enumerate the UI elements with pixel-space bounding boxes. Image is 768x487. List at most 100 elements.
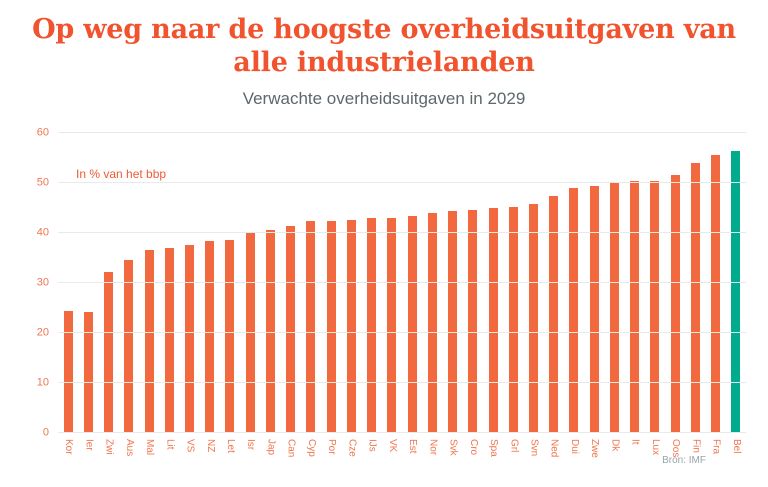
bar-NZ xyxy=(205,240,215,433)
x-tick-label: Dk xyxy=(609,438,621,452)
bar-chart: In % van het bbp Kor Ier Zwi Aus Mal Lit VS NZ L… xyxy=(37,127,746,466)
bar-column: Dk xyxy=(604,133,624,451)
x-tick-label: Kor xyxy=(63,438,75,455)
gridline xyxy=(58,281,746,283)
x-tick-label: Por xyxy=(326,438,338,455)
x-tick-label: Ned xyxy=(548,438,560,458)
bar-Oos xyxy=(670,175,680,433)
bar-Cyp xyxy=(306,220,316,433)
bar-column: Can xyxy=(281,133,301,457)
bar-Ier xyxy=(83,311,93,433)
x-tick-label: Lit xyxy=(164,438,176,450)
bar-column: Isr xyxy=(240,133,260,450)
x-tick-label: Bel xyxy=(730,438,742,454)
x-tick-label: VK xyxy=(386,438,398,453)
bar-column: Lux xyxy=(645,133,665,455)
bar-column: Lit xyxy=(159,133,179,449)
x-tick-label: Aus xyxy=(123,438,135,457)
x-tick-label: Mal xyxy=(144,438,156,455)
x-tick-label: Cro xyxy=(467,438,479,455)
x-tick-label: Svk xyxy=(447,438,459,456)
bar-Fin xyxy=(690,163,700,433)
y-tick-label: 0 xyxy=(42,426,49,439)
bar-column: Aus xyxy=(119,133,139,456)
x-tick-label: Grl xyxy=(508,438,520,453)
bar-column: Kor xyxy=(58,133,78,454)
bar-column: Mal xyxy=(139,133,159,455)
x-tick-label: Oos xyxy=(670,438,682,458)
bar-Fra xyxy=(711,155,721,433)
bar-column: Est xyxy=(402,133,422,453)
bar-column: Let xyxy=(220,133,240,453)
bar-Cro xyxy=(468,210,478,433)
gridline xyxy=(58,231,746,233)
x-tick-label: Isr xyxy=(245,438,257,450)
bar-column: Cro xyxy=(463,133,483,455)
x-tick-label: Fra xyxy=(710,438,722,454)
bar-Mal xyxy=(144,249,154,433)
y-tick-label: 30 xyxy=(36,276,49,289)
bar-column: Dui xyxy=(564,133,584,454)
bar-Nor xyxy=(427,212,437,433)
bar-column: Zwi xyxy=(98,133,118,454)
x-tick-label: VS xyxy=(184,438,196,453)
bar-column: IJs xyxy=(362,133,382,452)
bar-column: Bel xyxy=(726,133,746,453)
bar-column: Oos xyxy=(665,133,685,457)
bar-column: Fra xyxy=(706,133,726,454)
bar-Spa xyxy=(488,207,498,433)
gridline xyxy=(58,131,746,133)
bar-Lux xyxy=(650,180,660,433)
bar-column: VS xyxy=(179,133,199,452)
gridline xyxy=(58,331,746,333)
x-tick-label: Dui xyxy=(568,438,580,454)
bar-Let xyxy=(225,239,235,433)
x-tick-label: Can xyxy=(285,438,297,458)
bar-Jap xyxy=(265,230,275,433)
bars-container: Kor Ier Zwi Aus Mal Lit VS NZ Let Isr Jap Can Cyp Por… xyxy=(58,133,746,458)
bar-column: Svk xyxy=(442,133,462,456)
bar-Dui xyxy=(569,188,579,433)
y-tick-label: 50 xyxy=(36,176,49,189)
x-tick-label: NZ xyxy=(204,438,216,453)
axis-unit-annotation: In % van het bbp xyxy=(76,166,167,181)
bar-It xyxy=(630,181,640,433)
bar-column: Ned xyxy=(544,133,564,457)
bar-IJs xyxy=(367,218,377,433)
bar-column: Fin xyxy=(685,133,705,453)
x-tick-label: Ier xyxy=(83,438,95,451)
bar-column: Ier xyxy=(78,133,98,451)
bar-column: It xyxy=(625,133,645,444)
bar-Zwe xyxy=(589,185,599,433)
x-tick-label: Let xyxy=(224,438,236,453)
gridline xyxy=(58,181,746,183)
x-tick-label: Fin xyxy=(690,438,702,453)
bar-VS xyxy=(185,245,195,433)
bar-column: Jap xyxy=(260,133,280,455)
x-tick-label: Zwe xyxy=(589,438,601,458)
bar-Aus xyxy=(124,260,134,433)
x-tick-label: Zwi xyxy=(103,438,115,455)
x-tick-label: Lux xyxy=(649,438,661,455)
gridline xyxy=(58,431,746,433)
y-tick-label: 10 xyxy=(36,376,49,389)
bar-Dk xyxy=(609,183,619,433)
x-tick-label: Jap xyxy=(265,438,277,455)
bar-Bel xyxy=(731,150,741,433)
bar-column: Grl xyxy=(503,133,523,452)
bar-column: Cze xyxy=(341,133,361,457)
bar-Grl xyxy=(508,207,518,433)
bar-Can xyxy=(286,226,296,433)
x-tick-label: It xyxy=(629,438,641,445)
plot-area: In % van het bbp Kor Ier Zwi Aus Mal Lit VS NZ L… xyxy=(37,127,746,458)
bar-Cze xyxy=(346,220,356,433)
x-tick-label: Svn xyxy=(528,438,540,457)
bar-Kor xyxy=(63,310,73,433)
source-note: Bron: IMF xyxy=(662,454,706,466)
x-tick-label: Nor xyxy=(427,438,439,455)
bar-column: Cyp xyxy=(301,133,321,457)
bar-Por xyxy=(326,220,336,433)
bar-column: Nor xyxy=(422,133,442,455)
bar-Ned xyxy=(549,195,559,433)
